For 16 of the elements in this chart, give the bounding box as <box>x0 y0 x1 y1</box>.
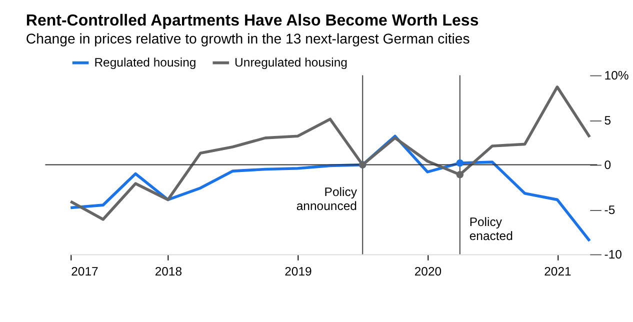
x-tick-label: 2017 <box>71 264 99 278</box>
x-tick-label: 2020 <box>414 264 442 278</box>
y-tick-label: 0 <box>604 158 612 172</box>
ref-line-label: Policy enacted <box>469 215 514 244</box>
x-tick-label: 2018 <box>154 264 182 278</box>
y-tick-label: -10 <box>604 248 622 262</box>
chart-subtitle: Change in prices relative to growth in the 13 next-largest German cities <box>26 30 470 46</box>
ref-line-label: Policy announced <box>296 184 358 213</box>
x-tick-label: 2019 <box>284 264 312 278</box>
chart-title: Rent-Controlled Apartments Have Also Become Worth Less <box>26 12 479 30</box>
y-tick-label: 10% <box>604 68 629 83</box>
legend-label: Unregulated housing <box>234 56 348 70</box>
x-tick-label: 2021 <box>544 264 572 278</box>
legend-label: Regulated housing <box>94 56 196 70</box>
y-tick-label: -5 <box>604 202 616 217</box>
y-tick-label: 5 <box>604 113 612 128</box>
